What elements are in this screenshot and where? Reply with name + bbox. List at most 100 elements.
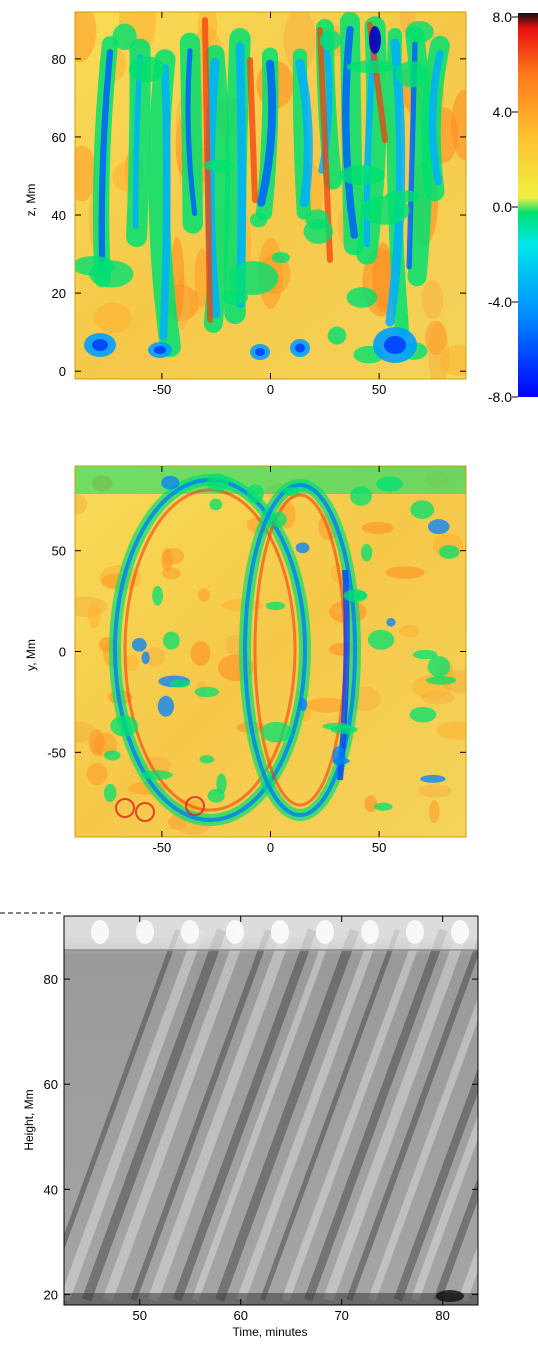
field-stripe xyxy=(393,1067,478,1302)
field-stripe xyxy=(130,928,272,1302)
field-stripe xyxy=(304,928,448,1302)
field-blob xyxy=(265,601,286,611)
field-blob xyxy=(75,256,115,276)
field-blob xyxy=(429,799,440,824)
field-blob xyxy=(209,498,223,511)
y-tick-label: 40 xyxy=(52,208,66,223)
field-blob xyxy=(86,762,108,786)
field-blob xyxy=(369,26,381,54)
field-blob xyxy=(162,631,180,650)
field-blob xyxy=(216,773,227,794)
field-blob xyxy=(154,346,166,354)
field-streak xyxy=(342,25,359,239)
field-blob xyxy=(203,159,235,172)
field-streak xyxy=(202,17,213,323)
field-blob xyxy=(372,242,394,313)
y-tick-label: 0 xyxy=(59,364,66,379)
field-stripe xyxy=(81,928,227,1302)
field-stripe xyxy=(191,928,334,1302)
field-blob xyxy=(295,542,310,554)
field-blob xyxy=(322,722,351,730)
x-tick-label: 80 xyxy=(435,1308,449,1323)
field-loop xyxy=(123,488,297,812)
field-blob xyxy=(436,1290,464,1302)
field-loop xyxy=(185,796,205,816)
field-stripe xyxy=(368,997,478,1302)
panel-2-image xyxy=(75,466,466,837)
field-stripe xyxy=(323,928,468,1302)
field-blob xyxy=(436,721,466,740)
field-stripe xyxy=(346,937,478,1302)
y-tick-label: 0 xyxy=(59,645,66,660)
panel-2: 50 0 -50 -50 0 50 y, Mm xyxy=(24,465,467,855)
field-stripe xyxy=(147,928,293,1302)
field-blob xyxy=(270,511,287,528)
field-blob xyxy=(319,30,342,51)
panel-3-xlabel: Time, minutes xyxy=(233,1325,308,1339)
field-blob xyxy=(376,476,403,492)
field-blob xyxy=(75,721,97,743)
field-blob xyxy=(451,920,469,944)
y-tick-label: 80 xyxy=(44,972,58,987)
field-blob xyxy=(332,757,350,765)
field-blob xyxy=(141,651,150,665)
field-stripe xyxy=(172,928,317,1302)
field-blob xyxy=(104,750,121,761)
field-blob xyxy=(75,596,108,618)
field-stripe xyxy=(215,928,360,1302)
field-stripe xyxy=(477,1297,478,1299)
field-blob xyxy=(162,567,181,580)
x-tick-label: 70 xyxy=(334,1308,348,1323)
field-blob xyxy=(421,690,455,705)
panel-1-image xyxy=(75,12,466,379)
panel-1-ylabel: z, Mm xyxy=(24,184,38,217)
field-blob xyxy=(124,654,139,671)
field-blob xyxy=(206,473,229,492)
field-blob xyxy=(144,647,165,667)
colorbar-tick-label: 8.0 xyxy=(493,9,513,25)
x-tick-label: -50 xyxy=(152,382,171,397)
field-blob xyxy=(226,920,244,944)
field-blob xyxy=(92,339,108,351)
x-tick-label: 50 xyxy=(372,382,386,397)
x-tick-label: 50 xyxy=(372,840,386,855)
field-stripe xyxy=(102,928,248,1302)
colorbar-tick-label: 4.0 xyxy=(493,104,513,120)
field-blob xyxy=(420,774,446,783)
field-blob xyxy=(110,715,139,737)
field-blob xyxy=(88,602,101,629)
field-blob xyxy=(406,920,424,944)
field-blob xyxy=(405,20,434,43)
field-blob xyxy=(283,487,299,497)
field-blob xyxy=(161,475,180,490)
field-blob xyxy=(339,165,386,185)
field-blob xyxy=(356,591,366,600)
field-blob xyxy=(271,252,290,264)
x-tick-label: 60 xyxy=(233,1308,247,1323)
y-tick-label: 50 xyxy=(52,544,66,559)
y-tick-label: -50 xyxy=(47,745,66,760)
field-blob xyxy=(303,219,334,244)
field-blob xyxy=(412,649,438,660)
panel-3: 20 40 60 80 50 60 70 80 Height, Mm Time, minute… xyxy=(0,912,479,1339)
panel-2-ylabel: y, Mm xyxy=(24,639,38,671)
colorbar-tick-label: 0.0 xyxy=(493,199,513,215)
field-blob xyxy=(128,56,165,83)
field-blob xyxy=(409,706,437,723)
colorbar: 8.0 4.0 0.0 -4.0 -8.0 xyxy=(488,9,538,405)
field-blob xyxy=(255,348,265,356)
panel-3-frame xyxy=(63,915,479,1306)
panel-3-ylabel: Height, Mm xyxy=(22,1089,36,1150)
field-blob xyxy=(306,697,348,713)
field-streak xyxy=(185,48,198,216)
field-stripe xyxy=(260,929,400,1301)
field-blob xyxy=(327,326,347,345)
panel-3-image xyxy=(64,916,478,1305)
field-blob xyxy=(199,755,215,764)
field-blob xyxy=(427,519,450,535)
field-blob xyxy=(141,770,173,780)
field-blob xyxy=(194,686,220,698)
field-blob xyxy=(346,287,378,308)
field-blob xyxy=(157,695,175,717)
